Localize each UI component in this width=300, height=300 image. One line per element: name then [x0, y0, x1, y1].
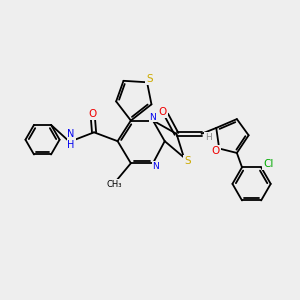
- Text: O: O: [88, 109, 97, 119]
- Text: Cl: Cl: [263, 159, 274, 169]
- Text: H: H: [205, 133, 212, 142]
- Text: S: S: [184, 156, 191, 166]
- Text: N: N: [150, 112, 156, 122]
- Text: O: O: [212, 146, 220, 156]
- Text: N: N: [152, 162, 159, 171]
- Text: S: S: [146, 74, 153, 84]
- Text: O: O: [158, 107, 167, 117]
- Text: CH₃: CH₃: [107, 180, 122, 189]
- Text: N
H: N H: [68, 129, 75, 151]
